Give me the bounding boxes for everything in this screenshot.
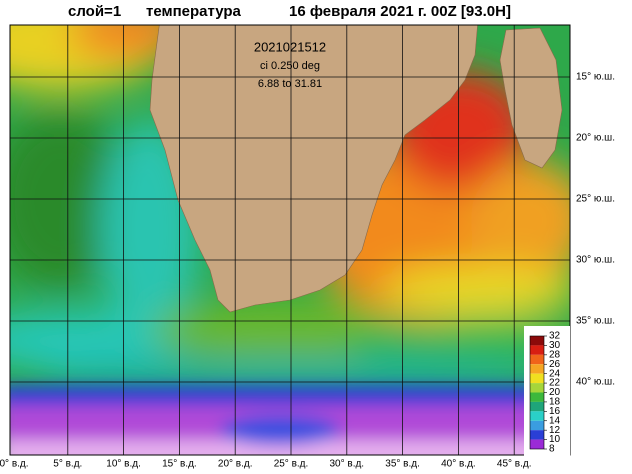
colorbar-segment [530,373,544,384]
map [10,25,570,455]
annotation: 6.88 to 31.81 [258,78,322,90]
colorbar-segment [530,420,544,431]
colorbar-label: 26 [549,359,561,370]
colorbar-segment [530,392,544,402]
colorbar-label: 18 [549,397,561,408]
map-frame [9,24,571,456]
madagascar [499,27,563,169]
colorbar-label: 22 [549,378,561,389]
colorbar-segment [530,345,544,355]
colorbar-segment [530,439,544,449]
lat-label: 20° ю.ш. [576,133,615,144]
colorbar-label: 30 [549,340,561,351]
colorbar-segment [530,401,544,412]
lon-label: 45° в.д. [497,459,532,470]
lat-label: 15° ю.ш. [576,72,615,83]
lon-label: 40° в.д. [441,459,476,470]
colorbar-segment [530,430,544,440]
lat-label: 25° ю.ш. [576,194,615,205]
colorbar-label: 20 [549,387,561,398]
colorbar-segment [530,383,544,393]
colorbar-segment [530,354,544,365]
colorbar-label: 32 [549,331,561,342]
lat-label: 40° ю.ш. [576,377,615,388]
colorbar-segment [530,411,544,421]
colorbar-label: 10 [549,434,561,445]
lon-label: 30° в.д. [329,459,364,470]
lon-label: 0° в.д. [0,459,29,470]
lon-label: 25° в.д. [274,459,309,470]
colorbar-segment [530,336,544,346]
lon-label: 10° в.д. [106,459,141,470]
lon-label: 5° в.д. [53,459,82,470]
colorbar-segment [530,364,544,374]
lat-label: 30° ю.ш. [576,255,615,266]
title-variable: температура [146,3,242,20]
colorbar-label: 12 [549,425,561,436]
title-layer: слой=1 [68,3,121,20]
colorbar-label: 24 [549,368,561,379]
lon-label: 35° в.д. [385,459,420,470]
annotation: ci 0.250 deg [260,60,320,72]
colorbar-label: 14 [549,415,561,426]
lon-label: 20° в.д. [218,459,253,470]
africa [149,25,478,313]
lat-label: 35° ю.ш. [576,316,615,327]
colorbar-label: 8 [549,444,555,455]
lon-label: 15° в.д. [162,459,197,470]
colorbar-label: 28 [549,349,561,360]
title-time: 16 февраля 2021 г. 00Z [93.0H] [289,3,511,20]
annotation: 2021021512 [254,39,326,54]
colorbar-label: 16 [549,406,561,417]
